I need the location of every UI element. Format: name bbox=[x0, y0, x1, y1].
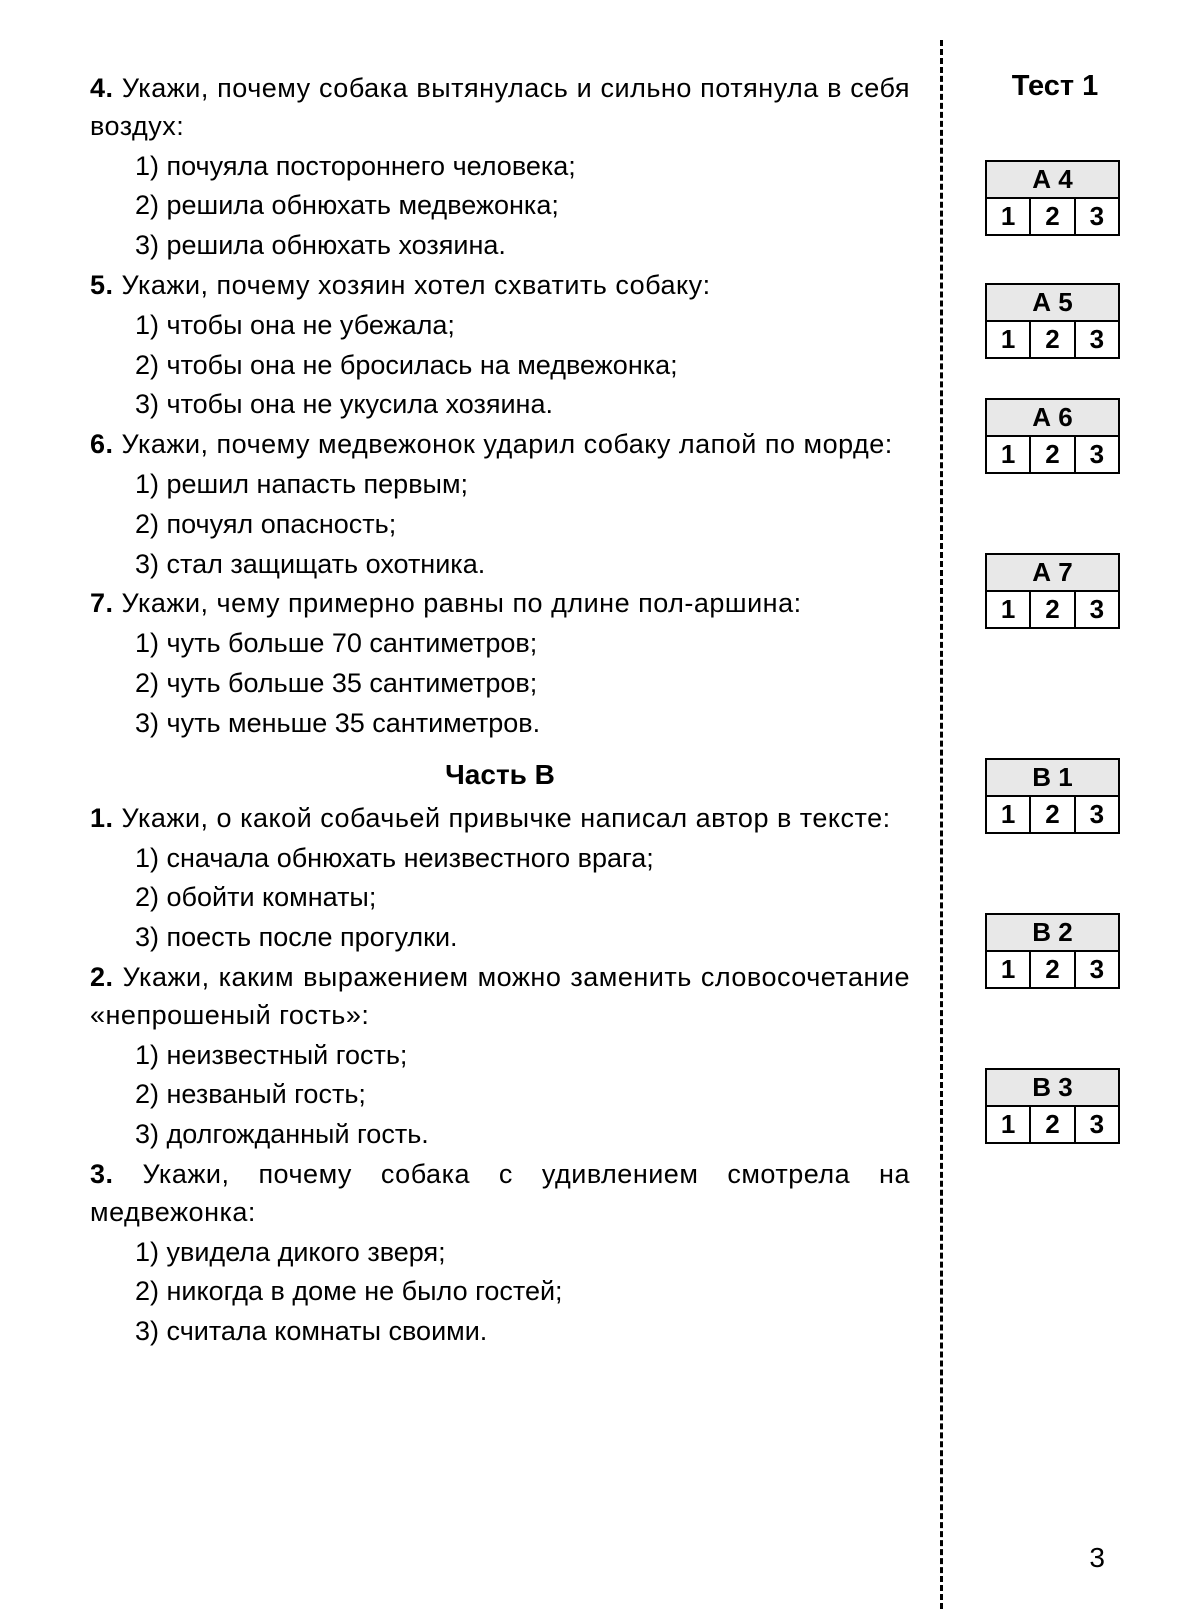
options-list: 1) почуяла постороннего человека; 2) реш… bbox=[90, 148, 910, 265]
option: 2) никогда в доме не было гостей; bbox=[135, 1273, 910, 1311]
answer-cells-row: 123 bbox=[987, 592, 1118, 627]
option: 3) решила обнюхать хозяина. bbox=[135, 227, 910, 265]
option: 1) неизвестный гость; bbox=[135, 1037, 910, 1075]
answer-cell[interactable]: 1 bbox=[987, 199, 1031, 234]
answer-box: В 1123 bbox=[985, 758, 1120, 834]
option: 2) незваный гость; bbox=[135, 1076, 910, 1114]
answer-cells-row: 123 bbox=[987, 437, 1118, 472]
option: 3) считала комнаты своими. bbox=[135, 1313, 910, 1351]
answer-box-header: А 7 bbox=[987, 555, 1118, 592]
answer-cell[interactable]: 2 bbox=[1031, 322, 1075, 357]
answer-box-header: А 6 bbox=[987, 400, 1118, 437]
answer-cells-row: 123 bbox=[987, 199, 1118, 234]
answer-cell[interactable]: 3 bbox=[1076, 199, 1118, 234]
question-text: 7. Укажи, чему примерно равны по длине п… bbox=[90, 585, 910, 623]
answer-box: А 7123 bbox=[985, 553, 1120, 629]
answer-cell[interactable]: 2 bbox=[1031, 797, 1075, 832]
question-text: 1. Укажи, о какой собачьей привычке напи… bbox=[90, 800, 910, 838]
answer-box-header: В 3 bbox=[987, 1070, 1118, 1107]
answer-cell[interactable]: 2 bbox=[1031, 592, 1075, 627]
question-text: 3. Укажи, почему собака с удивлением смо… bbox=[90, 1156, 910, 1232]
options-list: 1) решил напасть первым; 2) почуял опасн… bbox=[90, 466, 910, 583]
answer-box-header: В 1 bbox=[987, 760, 1118, 797]
question-a4: 4. Укажи, почему собака вытянулась и сил… bbox=[90, 70, 910, 265]
answer-cell[interactable]: 2 bbox=[1031, 1107, 1075, 1142]
answer-box: А 4123 bbox=[985, 160, 1120, 236]
options-list: 1) чуть больше 70 сантиметров; 2) чуть б… bbox=[90, 625, 910, 742]
option: 2) чуть больше 35 сантиметров; bbox=[135, 665, 910, 703]
answer-cell[interactable]: 3 bbox=[1076, 952, 1118, 987]
answer-cell[interactable]: 1 bbox=[987, 322, 1031, 357]
question-b1: 1. Укажи, о какой собачьей привычке напи… bbox=[90, 800, 910, 957]
answer-cell[interactable]: 1 bbox=[987, 952, 1031, 987]
option: 2) решила обнюхать медвежонка; bbox=[135, 187, 910, 225]
question-a6: 6. Укажи, почему медвежонок ударил собак… bbox=[90, 426, 910, 583]
option: 1) почуяла постороннего человека; bbox=[135, 148, 910, 186]
answer-cell[interactable]: 1 bbox=[987, 592, 1031, 627]
vertical-divider bbox=[940, 40, 943, 1609]
side-column: Тест 1 А 4123А 5123А 6123А 7123В 1123В 2… bbox=[940, 70, 1140, 1579]
question-b2: 2. Укажи, каким выражением можно заменит… bbox=[90, 959, 910, 1154]
options-list: 1) сначала обнюхать неизвестного врага; … bbox=[90, 840, 910, 957]
question-a7: 7. Укажи, чему примерно равны по длине п… bbox=[90, 585, 910, 742]
answer-cell[interactable]: 2 bbox=[1031, 437, 1075, 472]
section-b-header: Часть B bbox=[90, 755, 910, 794]
answer-cell[interactable]: 1 bbox=[987, 437, 1031, 472]
question-b3: 3. Укажи, почему собака с удивлением смо… bbox=[90, 1156, 910, 1351]
answer-box-header: А 5 bbox=[987, 285, 1118, 322]
answer-cell[interactable]: 1 bbox=[987, 797, 1031, 832]
answer-cells-row: 123 bbox=[987, 1107, 1118, 1142]
option: 1) чтобы она не убежала; bbox=[135, 307, 910, 345]
answer-box: А 5123 bbox=[985, 283, 1120, 359]
options-list: 1) чтобы она не убежала; 2) чтобы она не… bbox=[90, 307, 910, 424]
option: 3) чуть меньше 35 сантиметров. bbox=[135, 705, 910, 743]
answer-box: А 6123 bbox=[985, 398, 1120, 474]
option: 3) поесть после прогулки. bbox=[135, 919, 910, 957]
option: 3) стал защищать охотника. bbox=[135, 546, 910, 584]
option: 2) обойти комнаты; bbox=[135, 879, 910, 917]
answer-cells-row: 123 bbox=[987, 322, 1118, 357]
option: 2) почуял опасность; bbox=[135, 506, 910, 544]
answer-cell[interactable]: 2 bbox=[1031, 199, 1075, 234]
answer-cells-row: 123 bbox=[987, 797, 1118, 832]
question-text: 6. Укажи, почему медвежонок ударил собак… bbox=[90, 426, 910, 464]
options-list: 1) увидела дикого зверя; 2) никогда в до… bbox=[90, 1234, 910, 1351]
page-container: 4. Укажи, почему собака вытянулась и сил… bbox=[0, 0, 1200, 1619]
answer-cell[interactable]: 3 bbox=[1076, 797, 1118, 832]
page-number: 3 bbox=[1089, 1542, 1105, 1574]
question-text: 4. Укажи, почему собака вытянулась и сил… bbox=[90, 70, 910, 146]
option: 1) увидела дикого зверя; bbox=[135, 1234, 910, 1272]
test-header: Тест 1 bbox=[970, 70, 1140, 103]
answer-cell[interactable]: 3 bbox=[1076, 1107, 1118, 1142]
option: 1) чуть больше 70 сантиметров; bbox=[135, 625, 910, 663]
option: 2) чтобы она не бросилась на медвежонка; bbox=[135, 347, 910, 385]
answer-box-header: А 4 bbox=[987, 162, 1118, 199]
question-a5: 5. Укажи, почему хозяин хотел схватить с… bbox=[90, 267, 910, 424]
answer-box: В 3123 bbox=[985, 1068, 1120, 1144]
answer-cell[interactable]: 1 bbox=[987, 1107, 1031, 1142]
answer-cell[interactable]: 2 bbox=[1031, 952, 1075, 987]
option: 3) долгожданный гость. bbox=[135, 1116, 910, 1154]
option: 3) чтобы она не укусила хозяина. bbox=[135, 386, 910, 424]
option: 1) решил напасть первым; bbox=[135, 466, 910, 504]
question-text: 2. Укажи, каким выражением можно заменит… bbox=[90, 959, 910, 1035]
options-list: 1) неизвестный гость; 2) незваный гость;… bbox=[90, 1037, 910, 1154]
question-text: 5. Укажи, почему хозяин хотел схватить с… bbox=[90, 267, 910, 305]
answer-box: В 2123 bbox=[985, 913, 1120, 989]
option: 1) сначала обнюхать неизвестного врага; bbox=[135, 840, 910, 878]
answer-box-header: В 2 bbox=[987, 915, 1118, 952]
answer-cell[interactable]: 3 bbox=[1076, 322, 1118, 357]
answer-cells-row: 123 bbox=[987, 952, 1118, 987]
answer-cell[interactable]: 3 bbox=[1076, 592, 1118, 627]
main-column: 4. Укажи, почему собака вытянулась и сил… bbox=[90, 70, 940, 1579]
answer-cell[interactable]: 3 bbox=[1076, 437, 1118, 472]
